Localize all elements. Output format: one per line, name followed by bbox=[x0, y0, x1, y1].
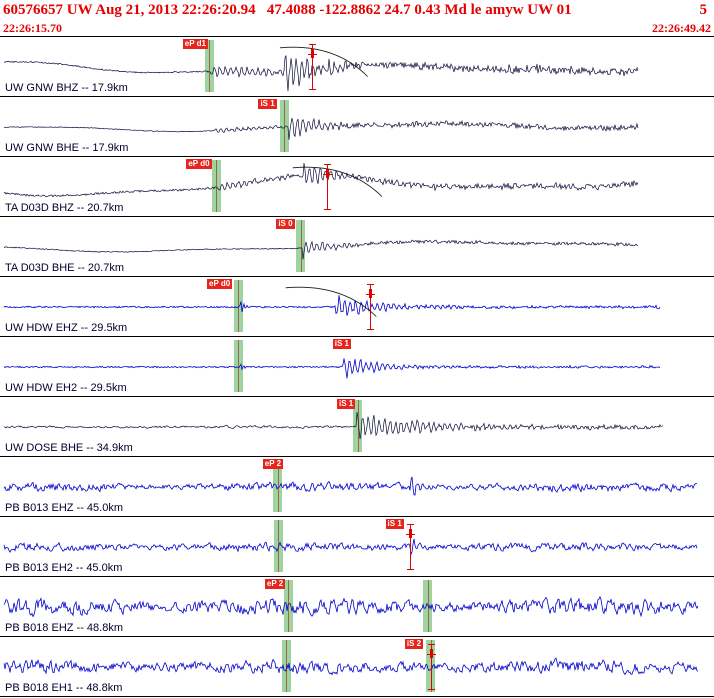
amplitude-marker[interactable] bbox=[323, 164, 332, 210]
waveform[interactable] bbox=[0, 637, 714, 697]
pick-flag[interactable]: iS 1 bbox=[337, 399, 356, 409]
pick-flag[interactable]: iS 2 bbox=[404, 639, 424, 649]
amplitude-marker-part bbox=[309, 44, 317, 45]
pick-flag[interactable]: iS 0 bbox=[276, 219, 295, 229]
amplitude-marker[interactable] bbox=[365, 284, 375, 330]
pick-time-line[interactable] bbox=[286, 640, 288, 692]
amplitude-marker-part bbox=[366, 329, 374, 330]
amplitude-marker-part bbox=[324, 164, 331, 165]
station-label: PB B018 EH1 -- 48.8km bbox=[5, 682, 123, 694]
waveform[interactable] bbox=[0, 577, 714, 637]
amplitude-marker-part bbox=[368, 289, 372, 298]
pick-flag[interactable]: eP 2 bbox=[264, 579, 286, 589]
trace-panel[interactable]: UW HDW EH2 -- 29.5km iS 1 bbox=[0, 337, 714, 397]
coda-arc bbox=[279, 46, 368, 77]
trace-panel[interactable]: PB B013 EHZ -- 45.0km eP 2 bbox=[0, 457, 714, 517]
pick-time-line[interactable] bbox=[300, 220, 302, 272]
pick-time-line[interactable] bbox=[357, 400, 359, 452]
window-end-time: 22:26:49.42 bbox=[652, 20, 711, 35]
pick-time-line[interactable] bbox=[284, 100, 286, 152]
waveform[interactable] bbox=[0, 517, 714, 577]
station-label: PB B018 EHZ -- 48.8km bbox=[5, 622, 123, 634]
window-start-time: 22:26:15.70 bbox=[3, 20, 62, 35]
station-label: UW HDW EH2 -- 29.5km bbox=[5, 382, 127, 394]
trace-panel[interactable]: UW DOSE BHE -- 34.9km iS 1 bbox=[0, 397, 714, 457]
pick-flag[interactable]: eP d0 bbox=[186, 159, 212, 169]
pick-flag[interactable]: iS 1 bbox=[332, 339, 351, 349]
pick-time-line[interactable] bbox=[427, 580, 429, 632]
amplitude-marker-part bbox=[406, 569, 414, 570]
trace-panel[interactable]: UW GNW BHZ -- 17.9km eP d1 bbox=[0, 37, 714, 97]
trace-list: UW GNW BHZ -- 17.9km eP d1 UW GNW BHE --… bbox=[0, 36, 714, 697]
amplitude-marker-part bbox=[427, 644, 435, 645]
station-label: PB B013 EHZ -- 45.0km bbox=[5, 502, 123, 514]
pick-time-line[interactable] bbox=[278, 520, 280, 572]
waveform[interactable] bbox=[0, 457, 714, 517]
trace-panel[interactable]: PB B013 EH2 -- 45.0km iS 1 bbox=[0, 517, 714, 577]
amplitude-marker-part bbox=[366, 284, 374, 285]
trace-panel[interactable]: PB B018 EHZ -- 48.8km eP 2 bbox=[0, 577, 714, 637]
coda-arc bbox=[285, 286, 377, 317]
trace-panel[interactable]: PB B018 EH1 -- 48.8km iS 2 bbox=[0, 637, 714, 697]
pick-time-line[interactable] bbox=[277, 460, 279, 512]
header-flag: 5 bbox=[699, 1, 708, 18]
amplitude-marker-part bbox=[324, 209, 331, 210]
pick-flag[interactable]: eP d1 bbox=[182, 39, 208, 49]
waveform[interactable] bbox=[0, 157, 714, 217]
waveform[interactable] bbox=[0, 337, 714, 397]
amplitude-marker-part bbox=[427, 689, 435, 690]
waveform[interactable] bbox=[0, 217, 714, 277]
trace-panel[interactable]: UW HDW EHZ -- 29.5km eP d0 bbox=[0, 277, 714, 337]
pick-flag[interactable]: iS 1 bbox=[385, 519, 404, 529]
amplitude-marker-part bbox=[429, 649, 433, 658]
amplitude-marker[interactable] bbox=[426, 644, 436, 690]
station-label: UW GNW BHE -- 17.9km bbox=[5, 142, 129, 154]
trace-panel[interactable]: TA D03D BHZ -- 20.7km eP d0 bbox=[0, 157, 714, 217]
waveform[interactable] bbox=[0, 37, 714, 97]
pick-time-line[interactable] bbox=[288, 580, 290, 632]
trace-panel[interactable]: TA D03D BHE -- 20.7km iS 0 bbox=[0, 217, 714, 277]
time-window-bar: 22:26:15.70 22:26:49.42 bbox=[0, 20, 714, 36]
amplitude-marker[interactable] bbox=[308, 44, 318, 90]
waveform[interactable] bbox=[0, 97, 714, 157]
pick-time-line[interactable] bbox=[238, 340, 240, 392]
pick-time-line[interactable] bbox=[209, 40, 211, 92]
header-bar: 60576657 UW Aug 21, 2013 22:26:20.94 47.… bbox=[0, 0, 714, 20]
trace-panel[interactable]: UW GNW BHE -- 17.9km iS 1 bbox=[0, 97, 714, 157]
coda-arc bbox=[292, 166, 383, 197]
waveform[interactable] bbox=[0, 277, 714, 337]
pick-flag[interactable]: eP d0 bbox=[207, 279, 233, 289]
station-label: UW HDW EHZ -- 29.5km bbox=[5, 322, 128, 334]
station-label: TA D03D BHZ -- 20.7km bbox=[5, 202, 124, 214]
amplitude-marker-part bbox=[309, 89, 317, 90]
amplitude-marker-part bbox=[311, 49, 315, 58]
station-label: TA D03D BHE -- 20.7km bbox=[5, 262, 124, 274]
station-label: UW GNW BHZ -- 17.9km bbox=[5, 82, 128, 94]
amplitude-marker[interactable] bbox=[405, 524, 415, 570]
pick-flag[interactable]: eP 2 bbox=[262, 459, 284, 469]
amplitude-marker-part bbox=[408, 529, 412, 538]
pick-time-line[interactable] bbox=[216, 160, 218, 212]
amplitude-marker-part bbox=[406, 524, 414, 525]
pick-time-line[interactable] bbox=[238, 280, 240, 332]
event-summary-text: 60576657 UW Aug 21, 2013 22:26:20.94 47.… bbox=[3, 1, 572, 18]
amplitude-marker-part bbox=[326, 169, 329, 178]
waveform[interactable] bbox=[0, 397, 714, 457]
station-label: PB B013 EH2 -- 45.0km bbox=[5, 562, 123, 574]
station-label: UW DOSE BHE -- 34.9km bbox=[5, 442, 133, 454]
pick-flag[interactable]: iS 1 bbox=[258, 99, 277, 109]
